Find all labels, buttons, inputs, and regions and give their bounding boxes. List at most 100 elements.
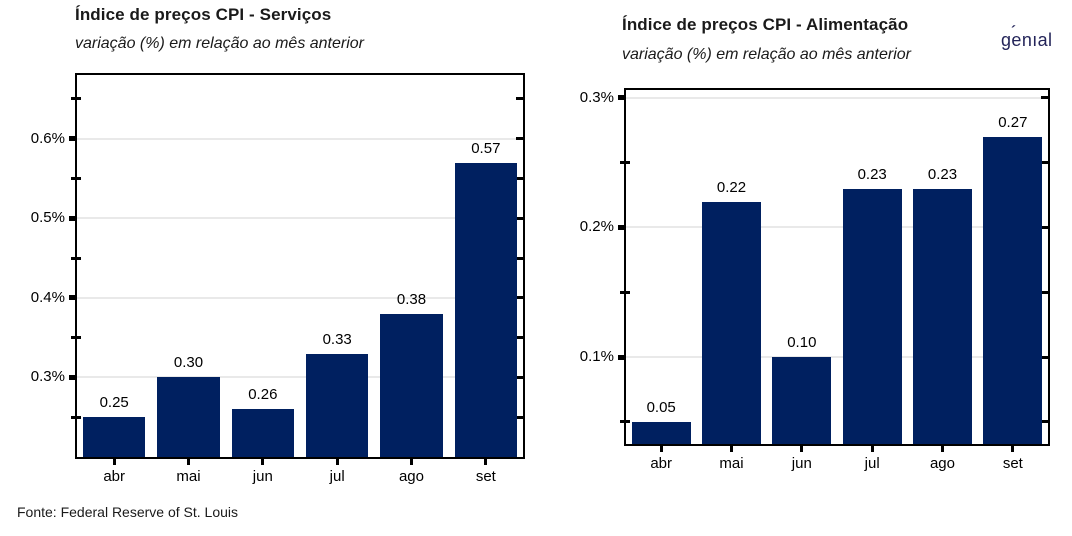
bar-value-label: 0.10 — [787, 334, 817, 352]
bar-set — [983, 136, 1043, 444]
bar-mai — [701, 201, 762, 444]
bar-value-label: 0.22 — [716, 178, 747, 196]
y-minor-tick-right — [516, 97, 523, 101]
bar-value-label: 0.38 — [396, 290, 427, 308]
logo-text: genıal — [1001, 30, 1053, 50]
source-note: Fonte: Federal Reserve of St. Louis — [17, 504, 238, 520]
y-major-tick-right — [1041, 355, 1048, 359]
y-tick-label: 0.5% — [30, 209, 65, 227]
x-tick-label-mai: mai — [719, 455, 744, 472]
y-major-tick-right — [516, 296, 523, 300]
logo-accent-mark: ´ — [1011, 23, 1017, 40]
y-major-tick — [69, 215, 75, 221]
x-tick — [187, 459, 190, 465]
bar-abr — [631, 421, 691, 444]
x-tick — [1011, 446, 1015, 452]
gridline — [626, 226, 1048, 229]
x-tick — [870, 446, 874, 452]
y-major-tick-right — [516, 137, 523, 141]
bar-value-label: 0.57 — [471, 139, 501, 157]
y-minor-tick-right — [516, 176, 523, 180]
y-major-tick-right — [1041, 225, 1048, 229]
bar-ago — [380, 313, 443, 457]
y-minor-tick — [620, 161, 630, 165]
x-tick — [730, 446, 733, 452]
gridline — [77, 217, 523, 220]
x-tick-label-jun: jun — [252, 468, 273, 485]
x-tick-label-abr: abr — [103, 468, 125, 485]
y-minor-tick-right — [1041, 161, 1048, 165]
x-tick — [410, 459, 413, 465]
x-tick-label-ago: ago — [929, 455, 955, 472]
y-major-tick — [618, 224, 624, 230]
bar-abr — [82, 417, 146, 457]
y-tick-label: 0.4% — [30, 288, 65, 306]
plot-area-alimentacao: 0.1% 0.2% 0.3% 0.05 abr 0.22 mai 0.10 jun 0.23 jul… — [580, 88, 1050, 472]
chart-title-alimentacao: Índice de preços CPI - Alimentação — [622, 15, 909, 34]
y-major-tick-right — [516, 375, 523, 379]
bar-ago — [912, 188, 973, 444]
y-minor-tick — [620, 420, 630, 424]
gridline — [626, 96, 1048, 99]
x-tick-label-jul: jul — [864, 455, 880, 472]
bar-value-label: 0.23 — [857, 165, 887, 183]
bar-jun — [772, 357, 832, 444]
x-tick-label-set: set — [475, 468, 496, 485]
x-tick — [112, 459, 116, 465]
plot-area-servicos: 0.3% 0.4% 0.5% 0.6% 0.25 abr 0.30 mai 0.26 jun 0.3… — [31, 73, 525, 485]
y-minor-tick-right — [1041, 420, 1048, 424]
bar-value-label: 0.33 — [322, 330, 352, 348]
bar-jul — [305, 353, 369, 457]
y-minor-tick — [71, 415, 81, 419]
bar-jun — [231, 409, 295, 457]
y-major-tick-right — [1041, 96, 1048, 100]
bar-value-label: 0.26 — [248, 386, 278, 404]
genial-logo: ´ genıal — [1001, 23, 1053, 51]
x-tick — [484, 459, 488, 465]
y-major-tick — [69, 374, 75, 380]
gridline — [77, 296, 523, 299]
x-tick-label-mai: mai — [176, 468, 201, 485]
bar-jul — [842, 188, 902, 444]
x-tick — [335, 459, 339, 465]
y-major-tick-right — [516, 216, 523, 220]
x-tick-label-abr: abr — [650, 455, 672, 472]
y-minor-tick-right — [1041, 290, 1048, 294]
y-tick-label: 0.6% — [30, 129, 65, 147]
gridline — [77, 137, 523, 140]
bar-value-label: 0.23 — [927, 165, 958, 183]
y-tick-label: 0.3% — [579, 88, 614, 106]
x-tick-label-ago: ago — [398, 468, 424, 485]
bar-value-label: 0.25 — [99, 394, 129, 412]
y-minor-tick — [71, 256, 81, 260]
bar-value-label: 0.05 — [646, 398, 676, 416]
y-tick-label: 0.3% — [30, 368, 65, 386]
x-tick — [941, 446, 944, 452]
bar-mai — [157, 377, 220, 457]
y-minor-tick-right — [516, 415, 523, 419]
y-tick-label: 0.1% — [579, 348, 614, 366]
chart-subtitle-servicos: variação (%) em relação ao mês anterior — [75, 35, 365, 52]
y-major-tick — [69, 136, 75, 142]
y-major-tick — [69, 295, 75, 301]
gridline — [77, 376, 523, 379]
x-tick-label-jul: jul — [329, 468, 345, 485]
bar-value-label: 0.30 — [173, 354, 204, 372]
y-minor-tick — [71, 336, 81, 340]
x-tick — [659, 446, 663, 452]
y-minor-tick-right — [516, 336, 523, 340]
x-tick — [800, 446, 804, 452]
y-major-tick — [618, 95, 624, 101]
y-minor-tick-right — [516, 256, 523, 260]
y-minor-tick — [71, 97, 81, 101]
bar-value-label: 0.27 — [998, 113, 1028, 131]
chart-subtitle-alimentacao: variação (%) em relação ao mês anterior — [622, 46, 912, 63]
chart-title-servicos: Índice de preços CPI - Serviços — [75, 5, 332, 24]
y-minor-tick — [71, 176, 81, 180]
x-tick — [261, 459, 265, 465]
y-major-tick — [618, 354, 624, 360]
gridline — [626, 356, 1048, 359]
x-tick-label-set: set — [1002, 455, 1023, 472]
y-tick-label: 0.2% — [579, 218, 614, 236]
y-minor-tick — [620, 290, 630, 294]
